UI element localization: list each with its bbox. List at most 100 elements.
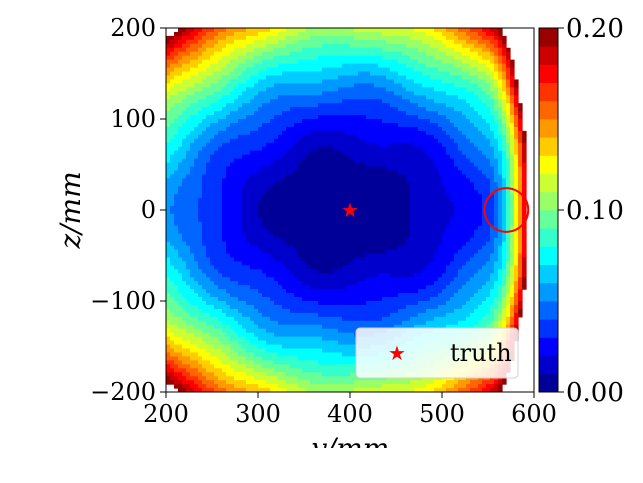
contour-cell — [318, 352, 323, 357]
contour-cell — [286, 63, 291, 69]
contour-cell — [362, 130, 367, 136]
contour-cell — [174, 289, 179, 294]
contour-cell — [274, 257, 279, 263]
contour-cell — [214, 229, 219, 235]
contour-cell — [318, 241, 323, 247]
contour-cell — [194, 122, 199, 128]
contour-cell — [222, 332, 227, 338]
contour-cell — [318, 178, 323, 183]
contour-cell — [382, 174, 387, 179]
contour-cell — [186, 71, 191, 77]
contour-cell — [214, 170, 219, 175]
contour-cell — [362, 158, 367, 164]
contour-cell — [166, 111, 171, 116]
contour-cell — [218, 332, 223, 338]
contour-cell — [302, 119, 307, 124]
contour-cell — [178, 142, 183, 148]
contour-cell — [258, 115, 263, 120]
contour-cell — [302, 312, 307, 318]
contour-cell — [274, 91, 279, 96]
contour-cell — [354, 178, 359, 183]
contour-cell — [310, 51, 315, 57]
contour-cell — [334, 225, 339, 231]
contour-cell — [378, 253, 383, 259]
contour-cell — [170, 324, 175, 330]
contour-cell — [378, 217, 383, 223]
contour-cell — [182, 336, 187, 342]
contour-cell — [270, 202, 275, 207]
contour-cell — [170, 202, 175, 207]
contour-cell — [266, 119, 271, 124]
contour-cell — [206, 376, 211, 381]
contour-cell — [218, 122, 223, 128]
contour-cell — [202, 166, 207, 172]
contour-cell — [354, 225, 359, 231]
contour-cell — [322, 281, 327, 286]
contour-cell — [290, 202, 295, 207]
contour-cell — [254, 146, 259, 152]
contour-cell — [322, 352, 327, 357]
contour-cell — [378, 134, 383, 140]
contour-cell — [270, 91, 275, 96]
contour-cell — [330, 158, 335, 164]
contour-cell — [310, 297, 315, 302]
contour-cell — [378, 158, 383, 164]
contour-cell — [182, 95, 187, 100]
contour-cell — [322, 213, 327, 219]
contour-cell — [314, 360, 319, 365]
contour-cell — [322, 103, 327, 108]
contour-cell — [230, 301, 235, 306]
contour-cell — [274, 134, 279, 140]
contour-cell — [210, 210, 215, 215]
contour-cell — [190, 75, 195, 81]
contour-cell — [338, 360, 343, 365]
contour-cell — [322, 360, 327, 365]
contour-cell — [238, 340, 243, 346]
contour-cell — [326, 285, 331, 290]
contour-cell — [186, 138, 191, 144]
contour-cell — [354, 249, 359, 255]
contour-cell — [258, 237, 263, 243]
contour-cell — [354, 221, 359, 227]
contour-cell — [286, 103, 291, 108]
contour-cell — [262, 241, 267, 247]
contour-cell — [242, 281, 247, 286]
contour-cell — [286, 111, 291, 116]
contour-cell — [234, 87, 239, 92]
contour-cell — [322, 376, 327, 381]
contour-cell — [302, 328, 307, 334]
contour-cell — [274, 340, 279, 346]
contour-cell — [290, 249, 295, 255]
contour-cell — [346, 190, 351, 195]
contour-cell — [242, 166, 247, 172]
contour-cell — [294, 273, 299, 278]
contour-cell — [226, 28, 231, 33]
contour-cell — [210, 126, 215, 132]
contour-cell — [358, 324, 363, 330]
contour-cell — [278, 364, 283, 369]
contour-cell — [214, 376, 219, 381]
contour-cell — [302, 154, 307, 160]
contour-cell — [206, 281, 211, 286]
contour-cell — [214, 297, 219, 302]
contour-cell — [254, 293, 259, 298]
contour-cell — [206, 103, 211, 108]
contour-cell — [254, 233, 259, 239]
contour-cell — [270, 150, 275, 156]
contour-cell — [346, 249, 351, 255]
contour-cell — [174, 316, 179, 322]
contour-cell — [282, 384, 287, 389]
contour-cell — [378, 107, 383, 112]
contour-cell — [294, 293, 299, 298]
contour-cell — [242, 356, 247, 361]
contour-cell — [362, 162, 367, 168]
contour-cell — [194, 380, 199, 385]
contour-cell — [190, 221, 195, 227]
contour-cell — [190, 225, 195, 231]
contour-cell — [238, 352, 243, 357]
contour-cell — [238, 376, 243, 381]
contour-cell — [374, 225, 379, 231]
contour-cell — [210, 99, 215, 104]
contour-cell — [278, 67, 283, 73]
contour-cell — [178, 43, 183, 49]
